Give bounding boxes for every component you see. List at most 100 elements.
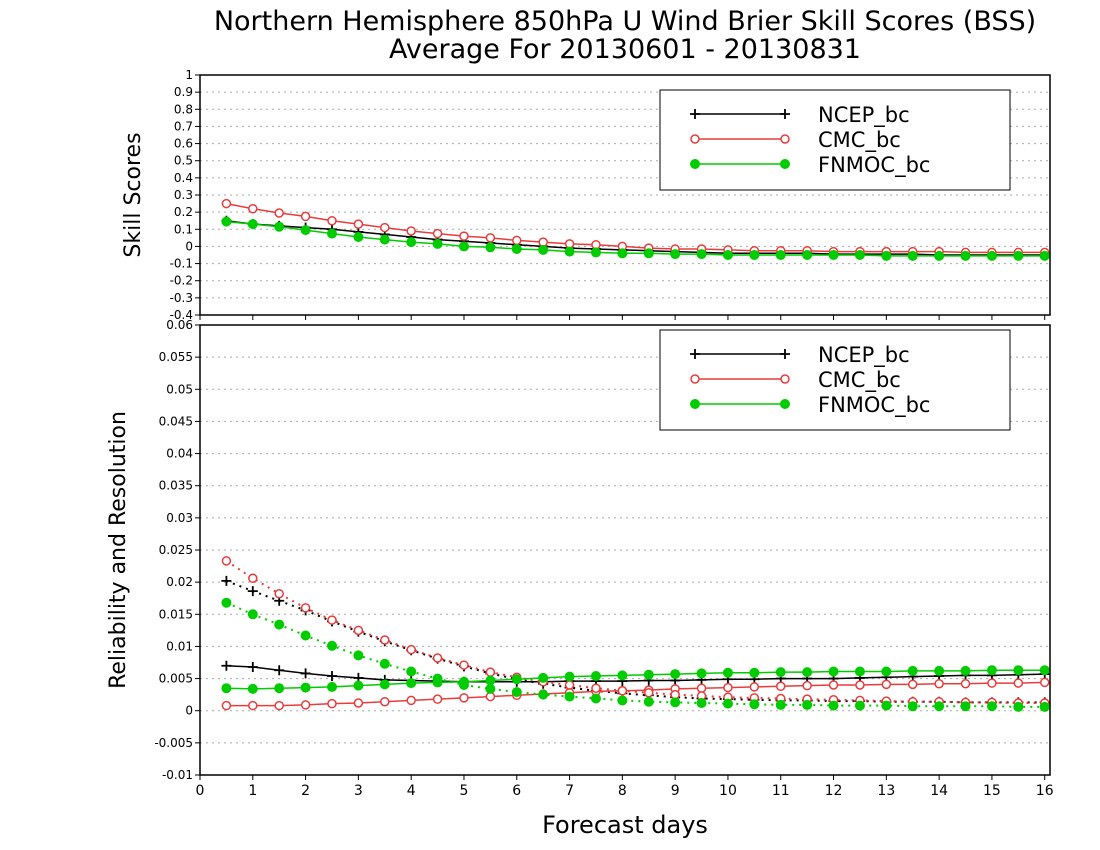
data-point	[723, 682, 733, 693]
y-tick-label: 0.055	[159, 350, 193, 364]
data-point	[1013, 250, 1024, 261]
data-point	[221, 216, 232, 227]
data-point	[326, 640, 337, 651]
data-point	[802, 680, 812, 691]
data-point	[406, 695, 416, 706]
data-point	[1039, 665, 1050, 676]
y-tick-label: 0.02	[166, 575, 193, 589]
data-point	[300, 211, 311, 222]
data-point	[485, 667, 496, 677]
data-point	[353, 698, 364, 708]
y-tick-label: 0.025	[159, 543, 193, 557]
data-point	[221, 198, 232, 209]
data-point	[564, 671, 575, 682]
data-point	[300, 603, 311, 613]
data-point	[828, 666, 839, 677]
y-tick-label: 0.04	[166, 447, 193, 461]
series-NCEP_bc-dotted	[221, 575, 1050, 708]
data-point	[1039, 677, 1050, 688]
data-point	[247, 586, 258, 597]
data-point	[749, 250, 760, 260]
data-point	[406, 678, 417, 689]
data-point	[326, 228, 337, 239]
data-point	[617, 695, 628, 706]
data-point	[749, 699, 760, 710]
legend-marker	[780, 349, 790, 359]
legend-label: CMC_bc	[818, 368, 901, 393]
x-tick-label: 0	[196, 783, 205, 799]
legend-label: NCEP_bc	[818, 103, 910, 128]
data-point	[643, 669, 654, 680]
x-tick-label: 3	[354, 783, 363, 799]
data-point	[511, 674, 522, 685]
y-tick-label: -0.2	[170, 274, 193, 288]
series-NCEP_bc-solid	[221, 660, 1050, 687]
y-tick-label: 0.045	[159, 414, 193, 428]
legend-marker	[780, 399, 790, 409]
data-point	[775, 699, 786, 710]
data-point	[934, 665, 945, 676]
y-tick-label: 0.06	[166, 318, 193, 332]
data-point	[590, 671, 601, 681]
data-point	[300, 700, 311, 710]
data-point	[300, 630, 311, 641]
y-tick-label: -0.3	[170, 291, 193, 305]
x-tick-label: 6	[512, 783, 521, 799]
y-tick-label: 0.5	[174, 154, 193, 168]
y-tick-label: 0.4	[174, 171, 193, 185]
data-point	[459, 660, 469, 670]
x-tick-label: 12	[825, 783, 843, 799]
data-point	[274, 619, 285, 630]
series-CMC_bc-solid	[221, 677, 1050, 711]
data-point	[353, 680, 364, 691]
data-point	[881, 666, 892, 677]
data-point	[485, 683, 496, 694]
data-point	[353, 625, 364, 636]
data-point	[353, 232, 364, 242]
data-point	[617, 686, 628, 696]
data-point	[643, 248, 654, 259]
data-point	[986, 250, 997, 261]
data-point	[274, 683, 285, 694]
data-point	[485, 242, 496, 253]
data-point	[300, 668, 311, 679]
x-tick-label: 11	[772, 783, 790, 799]
legend-marker	[780, 134, 790, 144]
data-point	[1013, 701, 1024, 712]
data-point	[986, 701, 997, 712]
y-tick-label: 0.05	[166, 382, 193, 396]
data-point	[749, 667, 760, 678]
data-point	[722, 250, 733, 260]
data-point	[564, 691, 575, 702]
data-point	[854, 700, 865, 711]
y-tick-label: 0.1	[174, 222, 193, 236]
legend-label: NCEP_bc	[818, 343, 910, 368]
y-tick-label: -0.1	[170, 257, 193, 271]
data-point	[828, 700, 839, 711]
data-point	[670, 669, 681, 680]
data-point	[379, 658, 390, 669]
data-point	[538, 672, 549, 683]
data-point	[432, 694, 443, 704]
y-tick-label: 0.9	[174, 85, 193, 99]
data-point	[379, 234, 390, 245]
data-point	[458, 241, 469, 252]
data-point	[221, 700, 232, 711]
x-tick-label: 5	[460, 783, 469, 799]
data-point	[538, 689, 549, 700]
data-point	[907, 701, 918, 712]
data-point	[221, 660, 232, 671]
data-point	[327, 215, 337, 226]
data-point	[459, 231, 469, 241]
x-tick-label: 16	[1036, 783, 1054, 799]
series-FNMOC_bc-dotted	[221, 597, 1050, 712]
legend-marker	[690, 349, 700, 359]
data-point	[432, 238, 443, 249]
series-FNMOC_bc-solid	[221, 665, 1050, 694]
y-tick-label: 0.035	[159, 479, 193, 493]
data-point	[1013, 665, 1024, 676]
y-tick-label: 0.01	[166, 639, 193, 653]
data-point	[274, 588, 284, 599]
